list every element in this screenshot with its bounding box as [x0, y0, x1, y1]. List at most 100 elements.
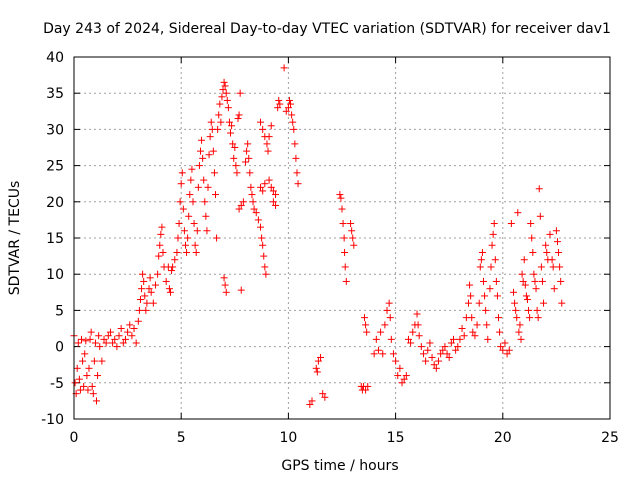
data-point	[203, 227, 211, 235]
data-point	[199, 154, 207, 162]
data-point	[341, 248, 349, 256]
data-point	[533, 306, 541, 314]
plot-frame	[73, 56, 611, 420]
data-point	[88, 382, 96, 390]
data-point	[222, 89, 230, 97]
data-point	[202, 212, 210, 220]
data-point	[434, 357, 442, 365]
data-point	[449, 335, 457, 343]
data-point	[530, 270, 538, 278]
data-point	[513, 314, 521, 322]
data-point	[87, 328, 95, 336]
data-point	[519, 277, 527, 285]
data-point	[181, 241, 189, 249]
y-tick-label: -10	[41, 412, 64, 428]
data-point	[111, 335, 119, 343]
data-point	[264, 147, 272, 155]
data-point	[476, 263, 484, 271]
data-point	[293, 169, 301, 177]
data-point	[478, 248, 486, 256]
data-point	[443, 350, 451, 358]
data-point	[216, 100, 224, 108]
data-point	[319, 390, 327, 398]
data-point	[183, 248, 191, 256]
data-point	[282, 107, 290, 115]
data-point	[482, 306, 490, 314]
data-point	[364, 382, 372, 390]
data-point	[381, 321, 389, 329]
data-point	[185, 212, 193, 220]
data-point	[134, 317, 142, 325]
data-point	[486, 285, 494, 293]
data-point	[276, 100, 284, 108]
data-point	[265, 176, 273, 184]
data-point	[287, 100, 295, 108]
data-point	[113, 343, 121, 351]
data-point	[347, 220, 355, 228]
data-point	[250, 205, 258, 213]
data-point	[157, 230, 165, 238]
data-point	[460, 332, 468, 340]
data-point	[456, 335, 464, 343]
data-point	[445, 353, 453, 361]
data-point	[407, 339, 415, 347]
data-point	[218, 93, 226, 101]
data-point	[145, 285, 153, 293]
data-point	[437, 350, 445, 358]
data-point	[284, 104, 292, 112]
data-point	[200, 176, 208, 184]
data-point	[439, 346, 447, 354]
data-point	[166, 288, 174, 296]
data-point	[154, 270, 162, 278]
data-points	[70, 64, 566, 409]
data-point	[128, 332, 136, 340]
data-point	[178, 169, 186, 177]
data-point	[521, 281, 529, 289]
data-point	[82, 337, 90, 345]
data-point	[552, 227, 560, 235]
x-tick-label: 5	[177, 430, 186, 446]
y-tick-label: 40	[46, 50, 64, 66]
data-point	[162, 277, 170, 285]
data-point	[349, 234, 357, 242]
data-point	[526, 314, 534, 322]
data-point	[458, 325, 466, 332]
data-point	[488, 241, 496, 249]
data-point	[155, 252, 163, 260]
data-point	[529, 248, 537, 256]
data-point	[221, 82, 229, 90]
data-point	[212, 191, 220, 199]
data-point	[314, 357, 322, 365]
data-point	[130, 325, 138, 332]
data-point	[195, 162, 203, 170]
data-point	[76, 386, 84, 394]
data-point	[214, 125, 222, 133]
data-point	[361, 314, 369, 322]
data-point	[512, 306, 520, 314]
data-point	[370, 350, 378, 358]
y-tick-label: 10	[46, 267, 64, 283]
data-point	[223, 96, 231, 104]
data-point	[252, 209, 260, 217]
data-point	[75, 375, 83, 383]
data-point	[289, 118, 297, 126]
data-point	[73, 364, 81, 372]
data-point	[220, 274, 228, 282]
data-point	[518, 270, 526, 278]
data-point	[140, 277, 148, 285]
data-point	[236, 89, 244, 97]
data-point	[313, 368, 321, 376]
data-point	[224, 104, 232, 112]
data-point	[294, 180, 302, 188]
data-point	[272, 201, 280, 209]
data-point	[549, 263, 557, 271]
data-point	[528, 234, 536, 242]
data-point	[550, 285, 558, 293]
y-tick-label: 0	[55, 340, 64, 356]
data-point	[207, 118, 215, 126]
data-point	[527, 220, 535, 228]
data-point	[190, 220, 198, 228]
data-point	[261, 180, 269, 188]
data-point	[522, 292, 530, 300]
data-point	[169, 263, 177, 271]
